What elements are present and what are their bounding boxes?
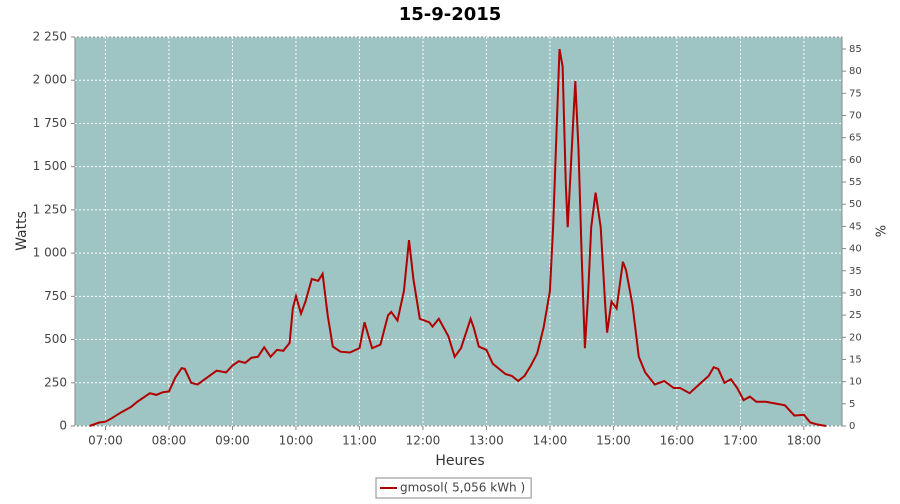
legend-box — [375, 477, 532, 499]
x-tick-label: 07:00 — [88, 434, 123, 448]
y2-tick-label: 0 — [849, 421, 855, 432]
y2-tick-label: 60 — [849, 155, 862, 166]
y-tick-label: 1 750 — [33, 116, 67, 130]
y-tick-label: 0 — [59, 419, 67, 433]
x-tick-label: 10:00 — [279, 434, 314, 448]
plot-area — [74, 36, 843, 427]
y2-tick-label: 5 — [849, 399, 855, 410]
y2-tick-label: 15 — [849, 354, 862, 365]
y2-tick-label: 10 — [849, 377, 862, 388]
y2-tick-label: 35 — [849, 266, 862, 277]
chart-title: 15-9-2015 — [399, 4, 502, 25]
y-tick-label: 250 — [44, 375, 67, 389]
y2-tick-label: 80 — [849, 66, 862, 77]
x-tick-label: 13:00 — [469, 434, 504, 448]
y2-tick-label: 55 — [849, 177, 862, 188]
y-tick-label: 2 000 — [33, 73, 67, 87]
x-tick-label: 12:00 — [406, 434, 441, 448]
legend-label: gmosol( 5,056 kWh ) — [400, 481, 525, 495]
x-tick-label: 15:00 — [596, 434, 631, 448]
x-tick-label: 17:00 — [723, 434, 758, 448]
y2-tick-label: 45 — [849, 221, 862, 232]
y2-tick-label: 25 — [849, 310, 862, 321]
x-tick-label: 16:00 — [660, 434, 695, 448]
x-tick-label: 14:00 — [533, 434, 568, 448]
y-tick-label: 2 250 — [33, 30, 67, 44]
x-axis-label: Heures — [435, 453, 484, 469]
y2-tick-label: 30 — [849, 288, 862, 299]
y-tick-label: 750 — [44, 289, 67, 303]
y-tick-label: 1 250 — [33, 202, 67, 216]
y2-tick-label: 65 — [849, 133, 862, 144]
y2-tick-label: 75 — [849, 88, 862, 99]
y2-tick-label: 20 — [849, 332, 862, 343]
y-tick-label: 500 — [44, 332, 67, 346]
y2-tick-label: 50 — [849, 199, 862, 210]
y2-tick-label: 85 — [849, 44, 862, 55]
y-tick-label: 1 500 — [33, 159, 67, 173]
x-tick-label: 09:00 — [215, 434, 250, 448]
data-line — [89, 48, 827, 427]
x-tick-label: 11:00 — [342, 434, 377, 448]
y2-tick-label: 70 — [849, 111, 862, 122]
x-tick-label: 08:00 — [152, 434, 187, 448]
y2-tick-label: 40 — [849, 244, 862, 255]
y2-axis-label: % — [875, 225, 890, 237]
y-axis-label: Watts — [14, 211, 30, 251]
y-tick-label: 1 000 — [33, 246, 67, 260]
x-tick-label: 18:00 — [787, 434, 822, 448]
